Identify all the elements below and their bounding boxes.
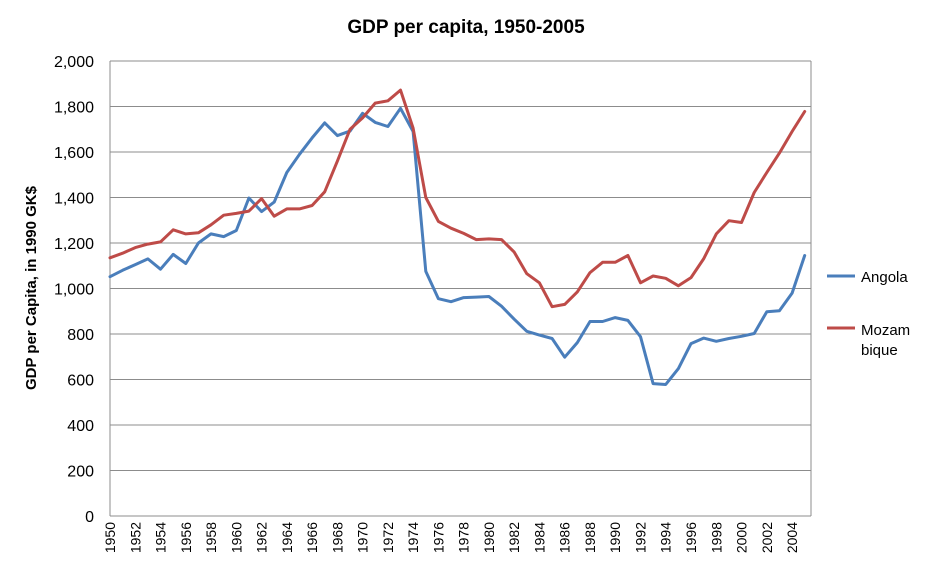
y-tick-label: 1,200 (54, 236, 94, 253)
y-axis: 0 200 400 600 800 1,000 1,200 1,400 1,600 1,800 2,… (54, 54, 94, 526)
x-tick-label: 1984 (531, 522, 547, 553)
x-tick-label: 1992 (632, 522, 648, 553)
y-tick-label: 800 (67, 327, 94, 344)
x-tick-label: 1964 (279, 522, 295, 553)
x-tick-label: 1960 (228, 522, 244, 553)
legend: Angola Mozam bique (827, 269, 910, 359)
y-tick-label: 0 (85, 509, 94, 526)
x-tick-label: 2002 (759, 522, 775, 553)
y-tick-label: 1,600 (54, 145, 94, 162)
y-tick-label: 400 (67, 418, 94, 435)
legend-item: Angola (827, 269, 908, 286)
x-tick-label: 1998 (708, 522, 724, 553)
x-tick-label: 1970 (355, 522, 371, 553)
x-tick-label: 1978 (456, 522, 472, 553)
x-tick-label: 1968 (329, 522, 345, 553)
x-tick-label: 1994 (658, 522, 674, 553)
legend-label: Angola (861, 269, 908, 286)
y-tick-label: 2,000 (54, 54, 94, 71)
x-tick-label: 1988 (582, 522, 598, 553)
series-lines (108, 88, 807, 386)
x-tick-label: 2004 (784, 522, 800, 553)
series-line-mozam-bique (108, 88, 807, 309)
legend-item: Mozam bique (827, 322, 910, 359)
x-tick-label: 1976 (430, 522, 446, 553)
x-tick-label: 1972 (380, 522, 396, 553)
legend-label: Mozam bique (861, 322, 910, 359)
x-tick-label: 1974 (405, 522, 421, 553)
x-tick-label: 1996 (683, 522, 699, 553)
plot-area (109, 61, 812, 516)
y-tick-label: 600 (67, 373, 94, 390)
series-line-angola (108, 106, 807, 386)
x-tick-label: 1952 (127, 522, 143, 553)
x-tick-label: 2000 (734, 522, 750, 553)
y-tick-label: 1,400 (54, 191, 94, 208)
x-tick-label: 1956 (178, 522, 194, 553)
y-tick-label: 200 (67, 464, 94, 481)
x-tick-label: 1990 (607, 522, 623, 553)
y-tick-label: 1,000 (54, 282, 94, 299)
chart-title: GDP per capita, 1950-2005 (347, 17, 585, 38)
x-tick-label: 1966 (304, 522, 320, 553)
x-tick-label: 1982 (506, 522, 522, 553)
x-tick-label: 1954 (153, 522, 169, 553)
x-tick-label: 1958 (203, 522, 219, 553)
x-tick-label: 1980 (481, 522, 497, 553)
gridlines (110, 60, 811, 517)
x-tick-label: 1962 (254, 522, 270, 553)
x-tick-label: 1950 (102, 522, 118, 553)
y-axis-label: GDP per Capita, in 1990 GK$ (23, 185, 40, 390)
y-tick-label: 1,800 (54, 100, 94, 117)
x-axis: 1950 1952 1954 1956 1958 1960 1962 1964 1966 1968… (102, 522, 800, 553)
x-tick-label: 1986 (557, 522, 573, 553)
